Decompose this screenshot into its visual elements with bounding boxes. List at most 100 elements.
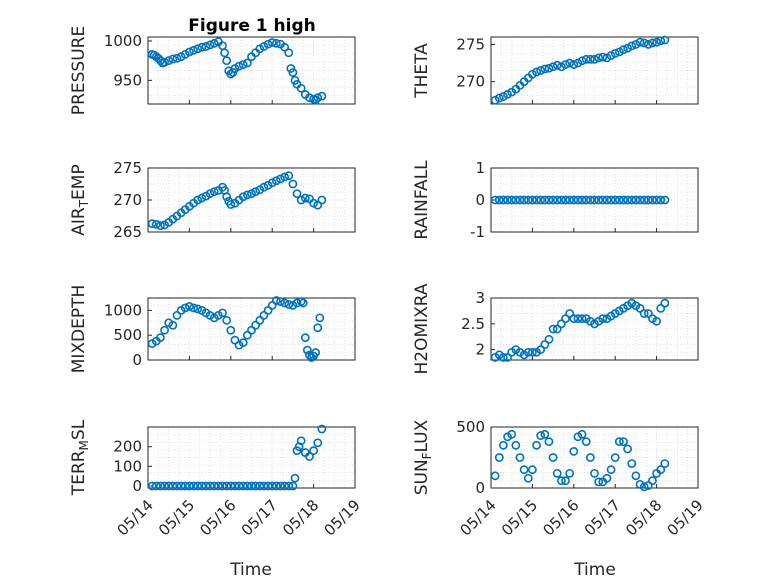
data-point bbox=[569, 446, 579, 456]
data-point bbox=[523, 347, 533, 357]
data-point bbox=[238, 338, 248, 348]
data-point bbox=[532, 195, 541, 205]
data-point bbox=[197, 481, 207, 491]
y-tick-label: 0 bbox=[132, 351, 142, 369]
data-point bbox=[639, 195, 649, 205]
data-point bbox=[643, 309, 653, 318]
data-point bbox=[656, 195, 666, 205]
data-point bbox=[160, 481, 169, 491]
data-point bbox=[193, 481, 203, 491]
data-point bbox=[242, 58, 252, 68]
data-point bbox=[205, 481, 215, 491]
data-point bbox=[556, 195, 566, 205]
data-point bbox=[288, 481, 298, 491]
data-point bbox=[230, 481, 240, 491]
data-point bbox=[284, 171, 294, 181]
data-point bbox=[247, 481, 256, 491]
data-point bbox=[598, 52, 608, 62]
data-point bbox=[205, 40, 215, 50]
data-point bbox=[503, 195, 512, 205]
axes-box bbox=[490, 426, 699, 489]
y-tick-label: 2.5 bbox=[461, 315, 485, 333]
data-point bbox=[594, 53, 604, 63]
data-point bbox=[544, 195, 554, 205]
data-point bbox=[639, 38, 649, 48]
data-point bbox=[271, 481, 281, 491]
data-point bbox=[251, 481, 261, 491]
data-point bbox=[201, 481, 211, 491]
data-point bbox=[660, 459, 670, 468]
data-point bbox=[226, 69, 236, 79]
data-point bbox=[164, 56, 174, 66]
data-point bbox=[528, 347, 537, 357]
data-point bbox=[164, 481, 174, 491]
y-axis-label-mixdepth: MIXDEPTH bbox=[69, 285, 89, 374]
x-tick-label: 05/18 bbox=[279, 496, 322, 539]
data-point bbox=[552, 60, 562, 70]
data-point bbox=[507, 429, 517, 439]
axes-box bbox=[147, 36, 356, 105]
data-point bbox=[313, 323, 323, 333]
data-point bbox=[552, 324, 562, 334]
data-point bbox=[160, 325, 169, 335]
data-point bbox=[503, 353, 512, 362]
data-point bbox=[292, 298, 302, 308]
data-point bbox=[536, 195, 546, 205]
data-point bbox=[656, 36, 666, 46]
data-point bbox=[209, 187, 219, 197]
data-point bbox=[490, 195, 500, 205]
data-point bbox=[156, 221, 165, 230]
data-point bbox=[276, 174, 285, 184]
data-point bbox=[577, 195, 587, 205]
x-axis-label-left: Time bbox=[229, 560, 272, 580]
data-point bbox=[251, 187, 261, 197]
data-point bbox=[635, 303, 645, 313]
data-point bbox=[548, 195, 558, 205]
data-point bbox=[238, 192, 248, 202]
data-point bbox=[280, 172, 290, 182]
data-point bbox=[627, 195, 637, 205]
data-point bbox=[660, 195, 670, 205]
data-point bbox=[598, 195, 608, 205]
data-point bbox=[222, 192, 232, 202]
data-point bbox=[296, 297, 306, 306]
subplot-pressure: 950 1000 PRESSURE bbox=[69, 26, 356, 115]
data-point bbox=[494, 195, 504, 205]
y-tick-label: 275 bbox=[456, 35, 485, 53]
data-point bbox=[317, 424, 327, 434]
data-point bbox=[528, 195, 537, 205]
data-point bbox=[565, 195, 575, 205]
data-point bbox=[660, 35, 670, 45]
data-point bbox=[172, 481, 182, 491]
data-point bbox=[532, 440, 541, 450]
data-point bbox=[147, 219, 157, 229]
data-point bbox=[598, 314, 608, 324]
data-point bbox=[271, 176, 281, 186]
axes-box bbox=[490, 297, 699, 361]
y-tick-label: 2 bbox=[475, 341, 485, 359]
data-point bbox=[631, 471, 641, 481]
data-point bbox=[213, 481, 223, 491]
data-point bbox=[156, 56, 165, 66]
data-point bbox=[271, 38, 281, 48]
x-axis-label-right: Time bbox=[573, 560, 616, 580]
data-point bbox=[197, 193, 207, 203]
x-tick-label: 05/14 bbox=[457, 496, 500, 539]
data-point bbox=[267, 178, 277, 188]
data-point bbox=[280, 42, 290, 52]
y-tick-label: 950 bbox=[113, 71, 142, 89]
data-point bbox=[515, 453, 525, 462]
data-point bbox=[565, 309, 575, 318]
y-axis-label-sun-flux: SUNFLUX bbox=[412, 419, 434, 495]
data-point bbox=[652, 316, 661, 326]
data-point bbox=[561, 314, 570, 324]
data-point bbox=[627, 459, 637, 468]
data-point bbox=[569, 195, 579, 205]
axes-box bbox=[147, 297, 356, 361]
data-point bbox=[585, 195, 595, 205]
data-point bbox=[577, 56, 587, 66]
data-point bbox=[176, 481, 186, 491]
